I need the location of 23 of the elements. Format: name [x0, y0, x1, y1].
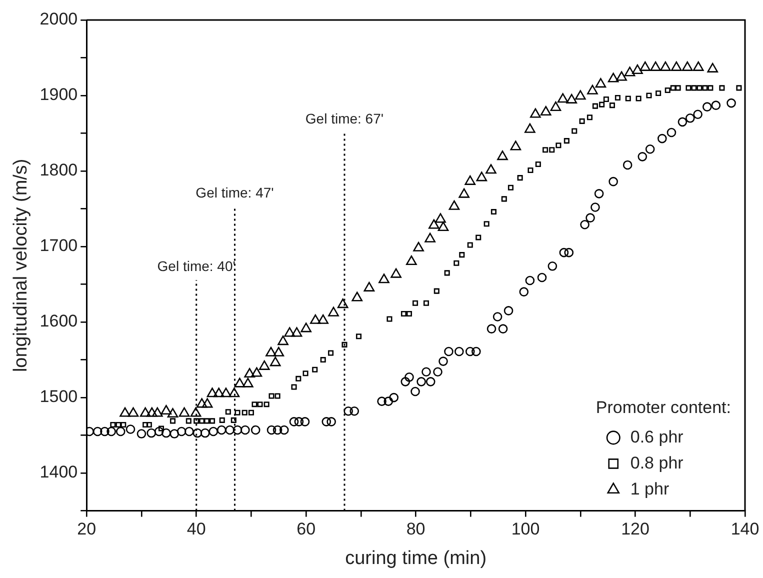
y-tick-label: 2000 — [40, 10, 78, 29]
y-tick-label: 1500 — [40, 387, 78, 406]
ref-line-label: Gel time: 40' — [157, 258, 236, 274]
y-tick-label: 1800 — [40, 160, 78, 180]
x-tick-label: 80 — [406, 520, 426, 539]
y-axis-title: longitudinal velocity (m/s) — [10, 158, 32, 372]
x-tick-label: 40 — [186, 520, 206, 539]
x-axis-title: curing time (min) — [345, 548, 487, 569]
x-tick-label: 60 — [296, 520, 316, 539]
x-tick-label: 100 — [511, 520, 540, 539]
x-tick-label: 140 — [730, 520, 760, 539]
ref-line-label: Gel time: 67' — [305, 110, 384, 127]
y-tick-label: 1700 — [40, 236, 78, 256]
legend-label: 1 phr — [630, 479, 670, 498]
ref-line-label: Gel time: 47' — [196, 184, 274, 200]
x-tick-label: 20 — [77, 520, 96, 539]
x-tick-label: 120 — [621, 520, 650, 539]
legend-label: 0.6 phr — [630, 427, 684, 446]
y-tick-label: 1400 — [40, 462, 78, 482]
legend-label: 0.8 phr — [630, 453, 684, 472]
y-tick-label: 1900 — [40, 85, 78, 104]
y-tick-label: 1600 — [40, 312, 78, 331]
legend-title: Promoter content: — [596, 398, 732, 417]
